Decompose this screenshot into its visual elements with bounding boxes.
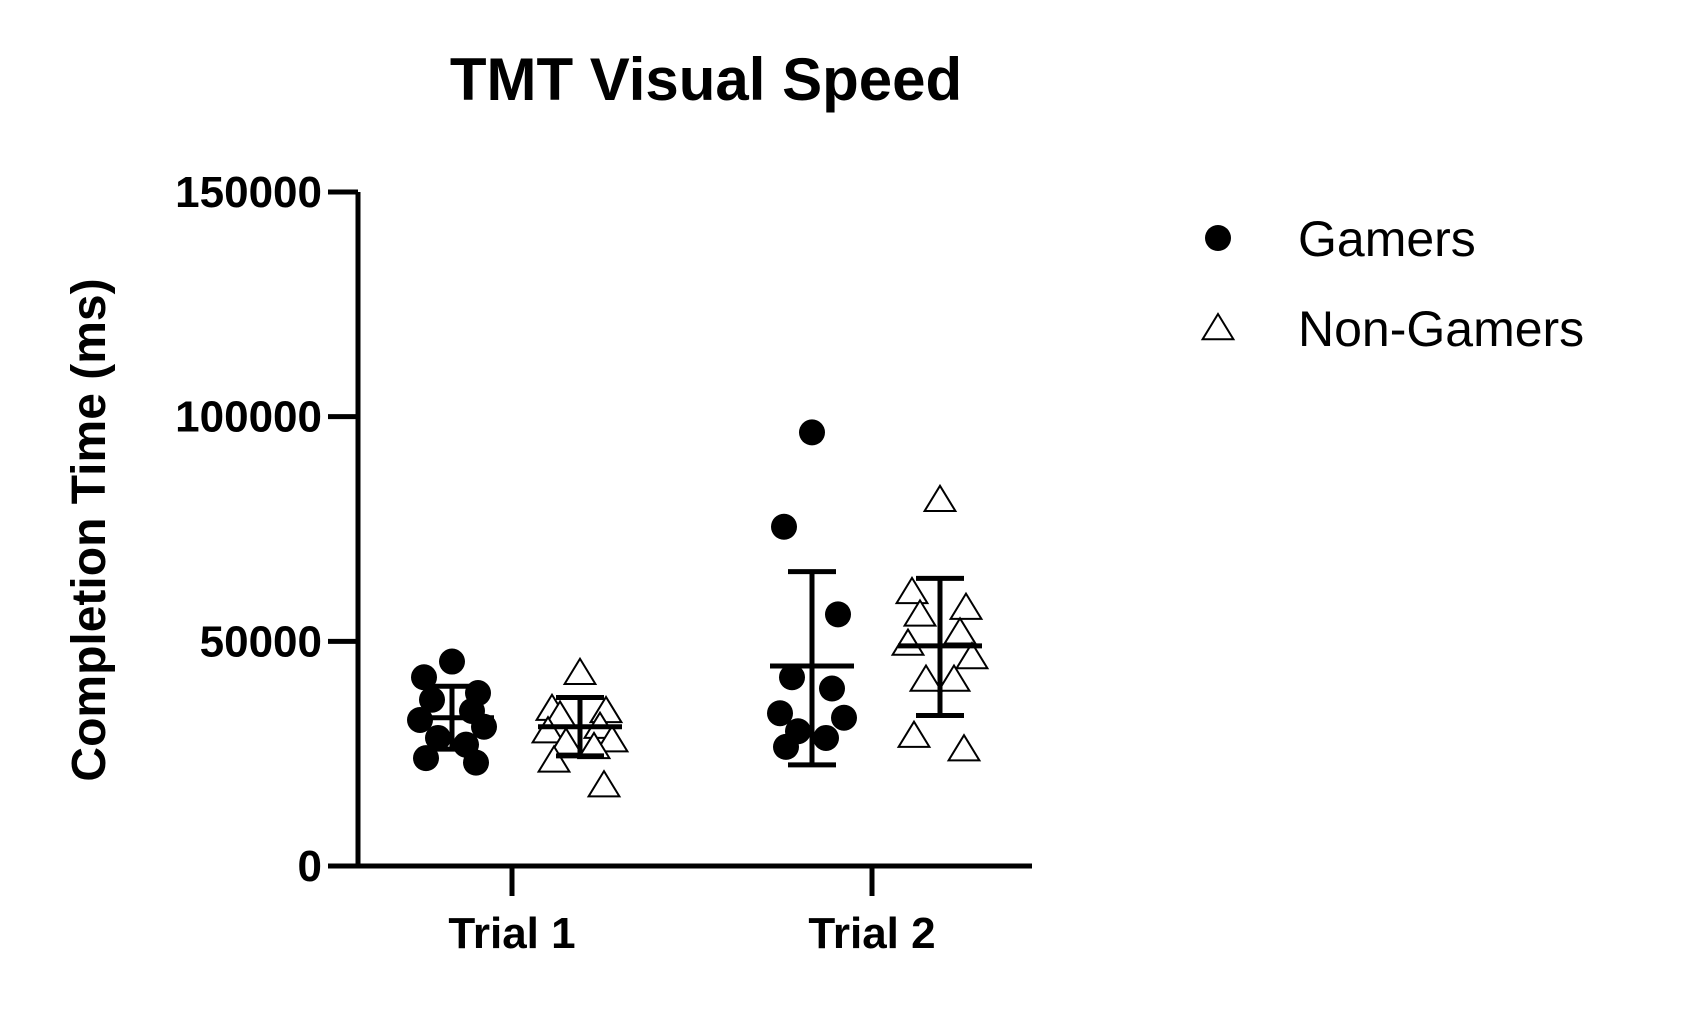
y-tick-label: 150000 xyxy=(175,168,322,217)
legend-non-gamers-marker xyxy=(1200,312,1236,341)
non-gamers-point xyxy=(586,769,622,798)
gamers-point xyxy=(771,513,797,540)
non-gamers-point xyxy=(588,695,624,724)
gamers-point xyxy=(773,733,799,760)
y-ticks: 0 50000 100000 150000 xyxy=(175,168,358,891)
gamers-point xyxy=(813,724,839,751)
gamers-point xyxy=(463,749,489,776)
gamers-point xyxy=(425,724,451,751)
gamers-point xyxy=(819,675,845,702)
x-tick-label: Trial 1 xyxy=(448,909,575,958)
non-gamers-point xyxy=(896,719,932,748)
legend: Gamers Non-Gamers xyxy=(1200,211,1584,357)
y-tick-label: 100000 xyxy=(175,393,322,442)
gamers-point xyxy=(439,648,465,675)
non-gamers-point xyxy=(562,656,598,685)
non-gamers-point xyxy=(922,483,958,512)
non-gamers-point xyxy=(594,724,630,753)
gamers-point xyxy=(831,704,857,731)
non-gamers-point xyxy=(894,575,930,605)
legend-label: Non-Gamers xyxy=(1298,301,1584,357)
legend-gamers-marker xyxy=(1205,225,1231,251)
non-gamers-point xyxy=(902,598,938,627)
non-gamers-point xyxy=(936,663,972,692)
x-ticks: Trial 1 Trial 2 xyxy=(448,866,936,958)
gamers-point xyxy=(419,686,445,713)
non-gamers-point xyxy=(536,744,572,773)
y-axis-label: Completion Time (ms) xyxy=(63,278,116,781)
error-bars xyxy=(410,569,982,768)
non-gamers-point xyxy=(942,616,978,645)
non-gamers-point xyxy=(908,663,944,692)
gamers-point xyxy=(767,700,793,727)
legend-label: Gamers xyxy=(1298,211,1476,267)
non-gamers-point xyxy=(954,641,990,670)
y-tick-label: 0 xyxy=(298,842,322,891)
non-gamers-point xyxy=(530,715,566,744)
data-points xyxy=(407,419,990,798)
x-tick-label: Trial 2 xyxy=(808,909,935,958)
non-gamers-point xyxy=(948,591,984,620)
gamers-point xyxy=(825,601,851,628)
non-gamers-point xyxy=(946,733,982,762)
y-tick-label: 50000 xyxy=(200,617,322,666)
axes xyxy=(355,192,1032,869)
gamers-point xyxy=(779,664,805,691)
non-gamers-point xyxy=(890,627,926,656)
chart-title: TMT Visual Speed xyxy=(450,46,962,113)
gamers-point xyxy=(799,419,825,446)
